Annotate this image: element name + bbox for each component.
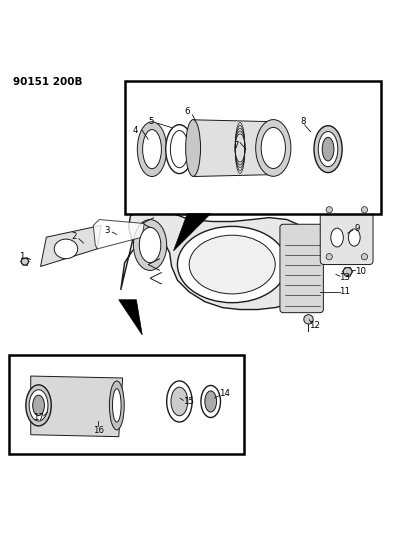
- Text: 13: 13: [339, 272, 350, 281]
- Bar: [125, 80, 381, 214]
- Circle shape: [361, 254, 368, 260]
- Text: 15: 15: [183, 397, 194, 406]
- Text: 3: 3: [104, 226, 110, 235]
- Text: 8: 8: [300, 117, 305, 126]
- Ellipse shape: [113, 389, 121, 422]
- Text: 10: 10: [355, 266, 366, 276]
- Text: 14: 14: [219, 389, 230, 398]
- Ellipse shape: [186, 119, 201, 176]
- Circle shape: [304, 314, 313, 324]
- Polygon shape: [121, 208, 318, 310]
- Ellipse shape: [33, 395, 45, 416]
- Polygon shape: [193, 120, 275, 176]
- Ellipse shape: [138, 122, 167, 176]
- Ellipse shape: [171, 387, 188, 416]
- Ellipse shape: [331, 228, 343, 247]
- FancyBboxPatch shape: [280, 224, 323, 313]
- Ellipse shape: [318, 132, 338, 167]
- Text: 2: 2: [71, 232, 76, 241]
- Text: 17: 17: [33, 413, 44, 422]
- Polygon shape: [93, 220, 144, 249]
- Text: 11: 11: [339, 287, 350, 296]
- Polygon shape: [41, 225, 101, 266]
- Ellipse shape: [205, 391, 217, 412]
- Text: 9: 9: [355, 224, 360, 233]
- Text: 7: 7: [233, 141, 239, 150]
- Ellipse shape: [134, 220, 167, 270]
- Circle shape: [326, 254, 333, 260]
- Ellipse shape: [167, 381, 192, 422]
- Ellipse shape: [314, 126, 342, 173]
- Text: 16: 16: [93, 425, 104, 434]
- FancyBboxPatch shape: [320, 204, 373, 264]
- Ellipse shape: [189, 235, 275, 294]
- Text: 1: 1: [19, 252, 24, 261]
- Text: 90151 200B: 90151 200B: [13, 77, 83, 87]
- Ellipse shape: [139, 228, 161, 263]
- Text: 4: 4: [132, 126, 138, 135]
- Ellipse shape: [166, 125, 193, 174]
- Ellipse shape: [201, 385, 221, 417]
- Ellipse shape: [21, 258, 28, 265]
- Polygon shape: [31, 376, 123, 437]
- Text: 12: 12: [309, 321, 320, 330]
- Ellipse shape: [322, 138, 334, 161]
- Circle shape: [326, 207, 333, 213]
- Ellipse shape: [348, 229, 360, 246]
- Ellipse shape: [256, 119, 291, 176]
- Text: 6: 6: [185, 108, 190, 117]
- Ellipse shape: [177, 227, 287, 303]
- Ellipse shape: [343, 268, 352, 276]
- Polygon shape: [119, 300, 142, 335]
- Ellipse shape: [143, 130, 162, 168]
- Ellipse shape: [29, 390, 48, 421]
- Ellipse shape: [170, 131, 188, 168]
- Polygon shape: [173, 214, 211, 251]
- Bar: [9, 354, 244, 454]
- Ellipse shape: [110, 381, 124, 430]
- Ellipse shape: [54, 239, 78, 259]
- Circle shape: [361, 207, 368, 213]
- Ellipse shape: [26, 385, 51, 426]
- Text: 5: 5: [148, 117, 154, 126]
- Ellipse shape: [261, 127, 285, 168]
